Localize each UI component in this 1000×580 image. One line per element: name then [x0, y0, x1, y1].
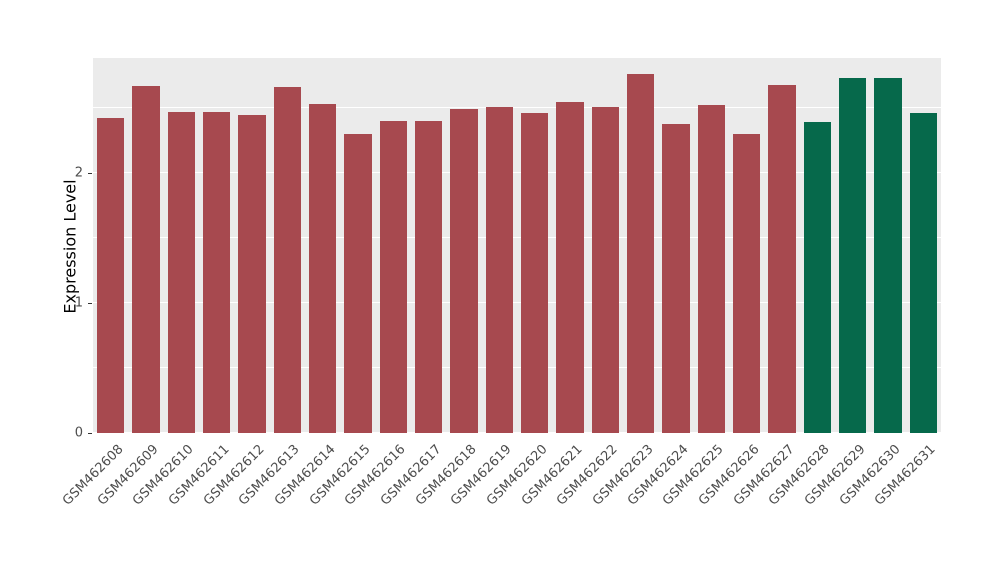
bar-GSM462616: [379, 121, 408, 433]
bar-GSM462609: [132, 85, 160, 433]
gridline-minor: [93, 237, 941, 239]
plot-panel: [93, 58, 941, 433]
bar-GSM462619: [485, 106, 514, 433]
y-tick-label: 0: [74, 425, 83, 441]
bar-GSM462629: [838, 78, 867, 433]
bar-GSM462630: [874, 78, 902, 433]
y-tick-label: 2: [74, 165, 83, 181]
y-tick-label: 1: [74, 295, 83, 311]
bar-GSM462620: [520, 113, 549, 433]
bar-GSM462612: [238, 114, 266, 433]
bar-GSM462614: [308, 104, 337, 433]
y-tick-mark: [88, 433, 92, 434]
bar-GSM462617: [414, 121, 443, 433]
bar-GSM462613: [273, 87, 302, 433]
bar-GSM462621: [556, 101, 584, 433]
bar-GSM462623: [626, 74, 655, 433]
gridline-major: [93, 171, 941, 174]
bar-GSM462622: [591, 106, 620, 433]
bar-GSM462610: [167, 111, 196, 433]
y-tick-mark: [88, 173, 92, 175]
bar-GSM462624: [662, 123, 690, 433]
bar-GSM462627: [768, 84, 796, 433]
bar-GSM462628: [803, 122, 832, 433]
bar-GSM462615: [344, 134, 372, 433]
bar-GSM462611: [202, 111, 231, 433]
bar-GSM462626: [732, 134, 761, 433]
bar-GSM462618: [450, 109, 478, 433]
bar-GSM462631: [909, 113, 938, 433]
y-tick-mark: [88, 303, 92, 305]
bar-GSM462608: [96, 118, 125, 433]
gridline-major: [93, 301, 941, 304]
gridline-minor: [93, 367, 941, 369]
gridline-minor: [93, 107, 941, 109]
gridline-major: [93, 431, 941, 433]
bar-GSM462625: [697, 105, 726, 433]
